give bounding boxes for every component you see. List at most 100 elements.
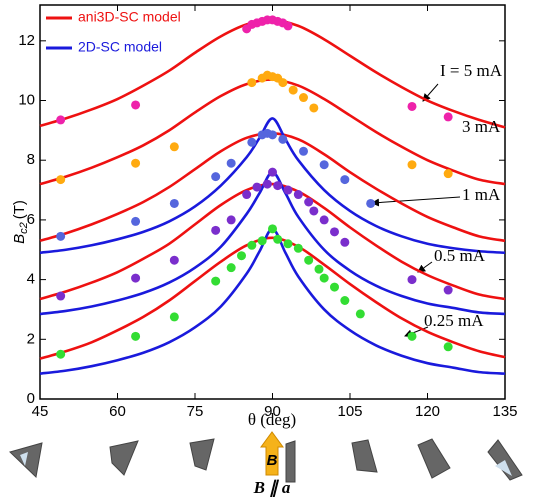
y-tick-label: 4 <box>27 271 35 288</box>
data-point <box>56 231 66 241</box>
data-point <box>319 273 329 283</box>
sketch <box>351 439 378 473</box>
data-point <box>443 342 453 352</box>
curve-annotation: 0.5 mA <box>434 246 486 265</box>
data-point <box>288 85 298 95</box>
sketch-face <box>495 460 512 476</box>
data-point <box>242 190 252 200</box>
plot-frame <box>39 4 506 400</box>
data-point <box>237 251 246 261</box>
sketch <box>417 438 451 479</box>
curve-annotation: 1 mA <box>462 185 501 204</box>
data-point <box>211 276 221 286</box>
data-point <box>309 103 319 113</box>
y-label-symbol: B <box>11 234 28 244</box>
data-point <box>131 331 141 341</box>
y-axis-label: Bc2 (T) <box>11 200 30 244</box>
data-point <box>226 215 236 225</box>
data-point <box>257 236 267 246</box>
data-point <box>56 175 66 185</box>
data-point <box>443 169 453 179</box>
data-point <box>319 160 329 170</box>
model-curve <box>39 236 506 360</box>
data-point <box>299 93 308 103</box>
data-point <box>56 291 66 301</box>
data-point <box>273 181 283 191</box>
data-point <box>283 239 293 249</box>
x-tick-label: 60 <box>109 403 126 420</box>
data-point <box>56 349 66 359</box>
data-point <box>169 255 179 265</box>
data-point <box>268 224 277 234</box>
data-point <box>355 309 365 319</box>
data-point <box>169 198 179 208</box>
data-point <box>131 273 141 283</box>
y-tick-label: 0 <box>27 390 35 407</box>
orientation-sketches <box>9 438 523 483</box>
curve-annotation: 3 mA <box>462 117 501 136</box>
y-tick-label: 12 <box>18 32 35 49</box>
legend-label: 2D-SC model <box>78 39 162 55</box>
legend-label: ani3D-SC model <box>78 9 181 25</box>
data-point <box>278 134 288 144</box>
data-point <box>226 158 236 168</box>
data-point <box>293 190 303 200</box>
data-point <box>407 275 417 285</box>
model-curve <box>39 182 506 301</box>
x-tick-label: 135 <box>492 403 517 420</box>
orientation-caption: B ∥ a <box>253 478 291 497</box>
data-point <box>340 296 350 305</box>
data-point <box>407 331 417 341</box>
data-point <box>330 282 339 292</box>
data-point <box>252 182 262 192</box>
data-point <box>366 198 376 208</box>
data-point <box>211 225 221 235</box>
sketch-face <box>20 452 28 466</box>
data-point <box>340 175 350 185</box>
data-point <box>407 101 417 111</box>
curve-annotation: 0.25 mA <box>424 311 484 330</box>
arrow <box>371 196 461 207</box>
x-tick-label: 105 <box>337 403 362 420</box>
data-point <box>340 237 350 247</box>
y-tick-label: 2 <box>27 330 35 347</box>
data-point <box>247 78 257 88</box>
data-point <box>443 112 453 122</box>
data-point <box>131 216 141 226</box>
data-point <box>283 21 293 31</box>
sketch <box>109 440 139 476</box>
data-point <box>131 158 141 168</box>
model-curve <box>39 170 506 316</box>
x-tick-label: 45 <box>32 403 49 420</box>
data-point <box>273 234 283 244</box>
data-point <box>262 179 272 189</box>
curve-annotation: I = 5 mA <box>440 61 503 80</box>
x-tick-label: 75 <box>187 403 204 420</box>
field-arrow-label: B <box>267 452 278 469</box>
field-arrow <box>260 431 284 476</box>
x-axis-label: θ (deg) <box>248 410 296 429</box>
data-point <box>283 185 293 195</box>
data-point <box>268 130 277 140</box>
y-tick-label: 8 <box>27 151 35 168</box>
data-point <box>314 264 324 274</box>
data-point <box>299 146 308 156</box>
data-point <box>304 255 314 265</box>
y-tick-label: 6 <box>27 211 35 228</box>
model-curve <box>39 117 506 255</box>
data-point <box>247 240 257 250</box>
data-point <box>247 137 257 147</box>
y-tick-label: 10 <box>18 91 35 108</box>
data-point <box>131 100 141 110</box>
y-label-subscript: c2 <box>18 222 30 234</box>
sketch <box>189 438 215 471</box>
data-point <box>330 227 339 237</box>
data-point <box>407 160 417 170</box>
data-point <box>278 78 288 88</box>
data-point <box>319 215 329 225</box>
data-point <box>169 142 179 152</box>
data-point <box>304 197 314 207</box>
data-point <box>443 285 453 295</box>
data-point <box>211 172 221 182</box>
